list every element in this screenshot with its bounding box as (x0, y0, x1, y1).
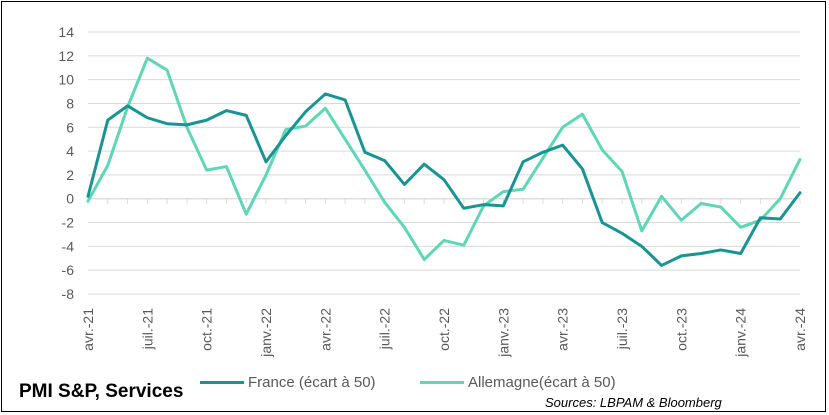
y-tick-label: 6 (66, 119, 74, 135)
x-tick-label: oct.-21 (199, 308, 215, 351)
y-tick-label: 14 (58, 24, 74, 40)
chart-title: PMI S&P, Services (19, 381, 184, 402)
x-tick-label: janv.-22 (258, 308, 274, 358)
y-tick-label: 0 (66, 191, 74, 207)
y-tick-label: -2 (62, 215, 75, 231)
legend-item-allemagne: Allemagne(écart à 50) (420, 374, 616, 391)
legend-item-france: France (écart à 50) (200, 374, 376, 391)
series-line-allemagne (86, 56, 802, 261)
y-tick-label: -8 (62, 286, 75, 302)
grid-layer (88, 31, 800, 295)
x-tick-label: juil.-21 (139, 308, 155, 350)
legend-label-allemagne: Allemagne(écart à 50) (468, 374, 616, 391)
x-tick-label: juil.-22 (377, 308, 393, 350)
legend-swatch-france (200, 381, 244, 384)
x-tick-label: avr.-23 (555, 308, 571, 351)
legend-label-france: France (écart à 50) (248, 374, 376, 391)
x-tick-label: juil.-23 (614, 308, 630, 350)
y-tick-label: 2 (66, 167, 74, 183)
x-tick-label: oct.-23 (673, 308, 689, 351)
series-line-france (86, 92, 802, 267)
x-tick-label: avr.-24 (792, 308, 808, 351)
y-tick-label: 8 (66, 95, 74, 111)
y-tick-label: -4 (62, 238, 75, 254)
x-tick-label: janv.-23 (495, 308, 511, 358)
y-tick-label: 10 (58, 72, 74, 88)
y-tick-label: 12 (58, 48, 74, 64)
x-tick-label: oct.-22 (436, 308, 452, 351)
x-axis: avr.-21 juil.-21 oct.-21 janv.-22 avr.-22 jui… (80, 198, 808, 358)
y-axis: 14 12 10 8 6 4 2 0 -2 -4 -6 -8 (58, 24, 74, 302)
x-tick-label: avr.-21 (80, 308, 96, 351)
series-layer (86, 56, 802, 267)
y-tick-label: 4 (66, 143, 74, 159)
y-tick-label: -6 (62, 262, 75, 278)
x-tick-label: janv.-24 (733, 308, 749, 358)
x-tick-label: avr.-22 (317, 308, 333, 351)
source-note: Sources: LBPAM & Bloomberg (545, 395, 722, 410)
legend-swatch-allemagne (420, 381, 464, 384)
